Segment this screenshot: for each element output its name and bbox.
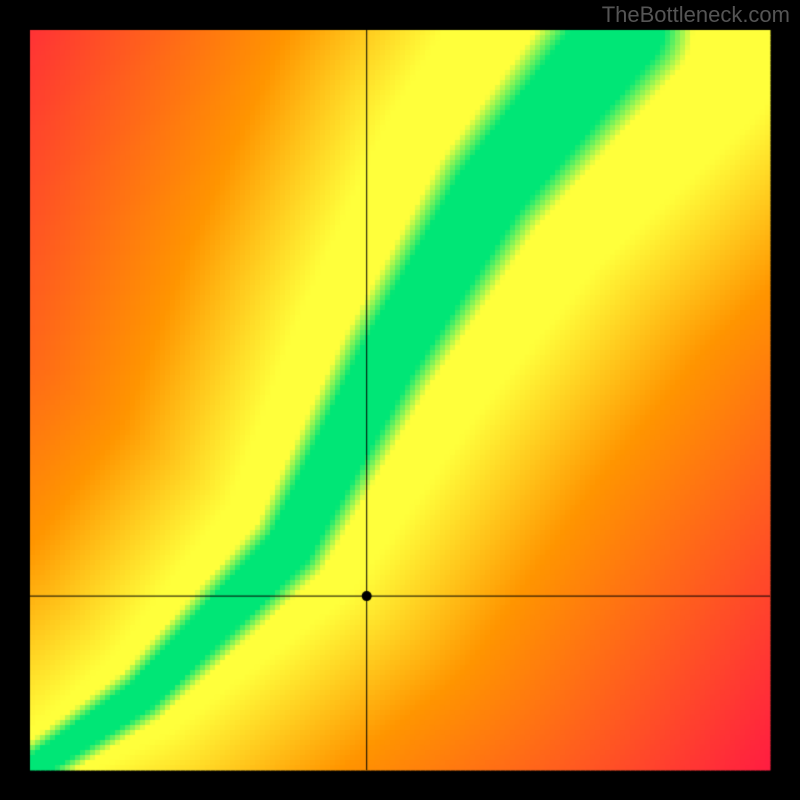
heatmap-canvas	[0, 0, 800, 800]
watermark-text: TheBottleneck.com	[602, 2, 790, 28]
chart-container: TheBottleneck.com	[0, 0, 800, 800]
